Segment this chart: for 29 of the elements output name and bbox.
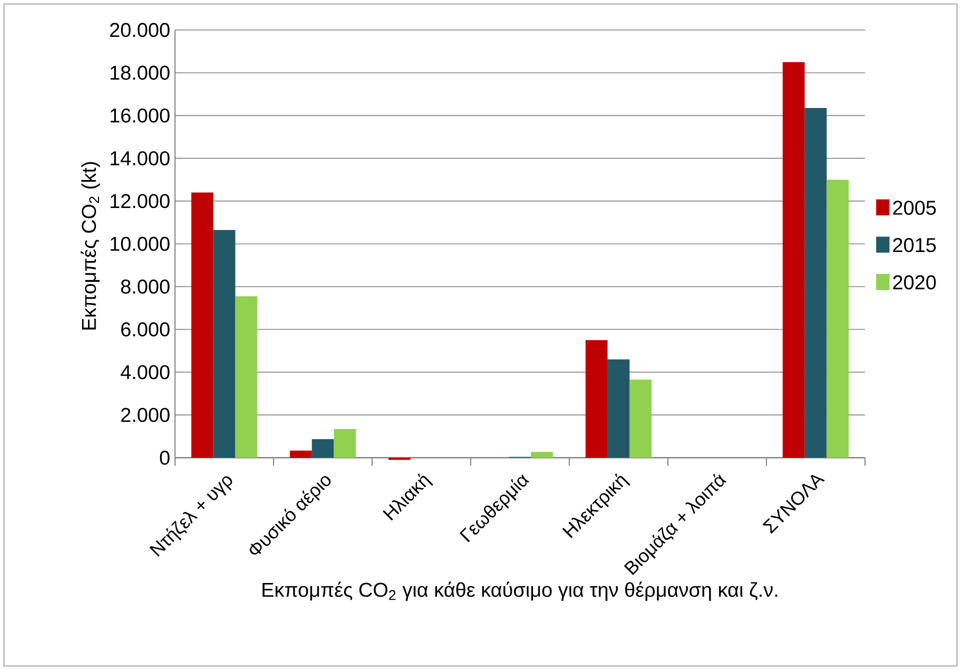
- y-tick-label: 4.000: [120, 365, 170, 380]
- y-tick-label: 8.000: [121, 280, 170, 294]
- bar: [826, 180, 849, 458]
- y-tick-label: 6.000: [121, 322, 170, 336]
- y-tick-label: 10.000: [110, 236, 170, 251]
- bar: [586, 340, 608, 458]
- x-axis-title: Εκπομπές CO$_{2}$ για κάθε καύσιμο για την θέρμανση και ζ.ν.: [262, 582, 778, 601]
- y-axis-title: Εκπομπές CO$_{2}$ (kt): [80, 162, 100, 330]
- legend-label: 2020: [893, 275, 936, 290]
- bar: [312, 439, 334, 458]
- bar: [334, 429, 356, 458]
- y-tick-label: 14.000: [110, 151, 170, 166]
- bar: [290, 450, 312, 458]
- bar: [804, 108, 827, 458]
- bar: [213, 230, 236, 458]
- legend-label: 2005: [893, 200, 936, 215]
- y-tick-label: 20.000: [110, 22, 170, 38]
- bar: [608, 359, 630, 458]
- y-tick-label: 18.000: [110, 66, 170, 80]
- bar: [630, 380, 652, 458]
- bar: [235, 296, 258, 458]
- legend-label: 2015: [893, 238, 936, 252]
- y-tick-label: 16.000: [110, 108, 170, 123]
- y-tick-label: 0: [160, 450, 170, 465]
- y-tick-label: 2.000: [121, 408, 170, 422]
- bar: [782, 62, 805, 458]
- bar: [530, 452, 553, 458]
- y-tick-label: 12.000: [110, 194, 170, 208]
- bar: [191, 192, 214, 458]
